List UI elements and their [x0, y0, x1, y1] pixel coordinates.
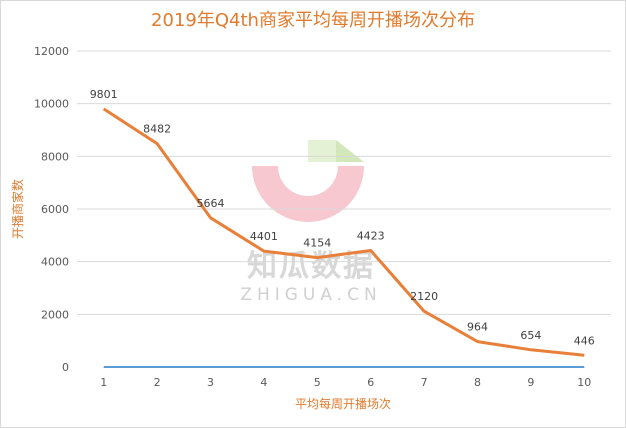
x-axis-label: 平均每周开播场次 — [295, 396, 391, 411]
y-tick-label: 6000 — [41, 203, 69, 216]
y-tick-label: 8000 — [41, 150, 69, 163]
data-label: 4401 — [250, 230, 278, 243]
x-tick-label: 5 — [314, 376, 321, 389]
y-tick-label: 4000 — [41, 256, 69, 269]
zhigua-watermark: 知瓜数据 ZHIGUA.CN — [240, 140, 381, 305]
watermark-logo-ring — [252, 166, 364, 222]
series-line — [102, 107, 585, 357]
watermark-subtext: ZHIGUA.CN — [240, 285, 381, 305]
x-tick-label: 9 — [527, 376, 534, 389]
y-tick-label: 2000 — [41, 308, 69, 321]
x-tick-label: 6 — [367, 376, 374, 389]
x-tick-label: 1 — [100, 376, 107, 389]
data-label: 9801 — [90, 88, 118, 101]
y-tick-label: 0 — [62, 361, 69, 374]
data-labels: 9801 8482 5664 4401 4154 4423 2120 964 654 446 — [90, 88, 595, 347]
watermark-logo-leaf — [336, 140, 364, 162]
data-label: 4154 — [303, 237, 331, 250]
x-tick-label: 4 — [260, 376, 267, 389]
y-tick-labels: 0 2000 4000 6000 8000 10000 12000 — [34, 45, 69, 374]
watermark-logo-square — [308, 140, 336, 162]
watermark-text: 知瓜数据 — [247, 249, 375, 284]
data-label: 654 — [520, 329, 541, 342]
y-axis-label: 开播商家数 — [10, 179, 25, 239]
x-tick-label: 10 — [577, 376, 591, 389]
x-tick-labels: 1 2 3 4 5 6 7 8 9 10 — [100, 376, 591, 389]
chart-title: 2019年Q4th商家平均每周开播场次分布 — [151, 10, 475, 31]
x-tick-label: 3 — [207, 376, 214, 389]
x-tick-label: 2 — [154, 376, 161, 389]
x-tick-label: 7 — [421, 376, 428, 389]
data-label: 2120 — [410, 290, 438, 303]
data-label: 4423 — [357, 230, 385, 243]
data-label: 8482 — [143, 123, 171, 136]
data-label: 964 — [467, 321, 488, 334]
y-tick-label: 12000 — [34, 45, 69, 58]
grid-lines — [77, 50, 611, 315]
series-lines — [102, 107, 585, 368]
data-label: 5664 — [197, 197, 225, 210]
x-tick-label: 8 — [474, 376, 481, 389]
y-tick-label: 10000 — [34, 98, 69, 111]
data-label: 446 — [574, 334, 595, 347]
